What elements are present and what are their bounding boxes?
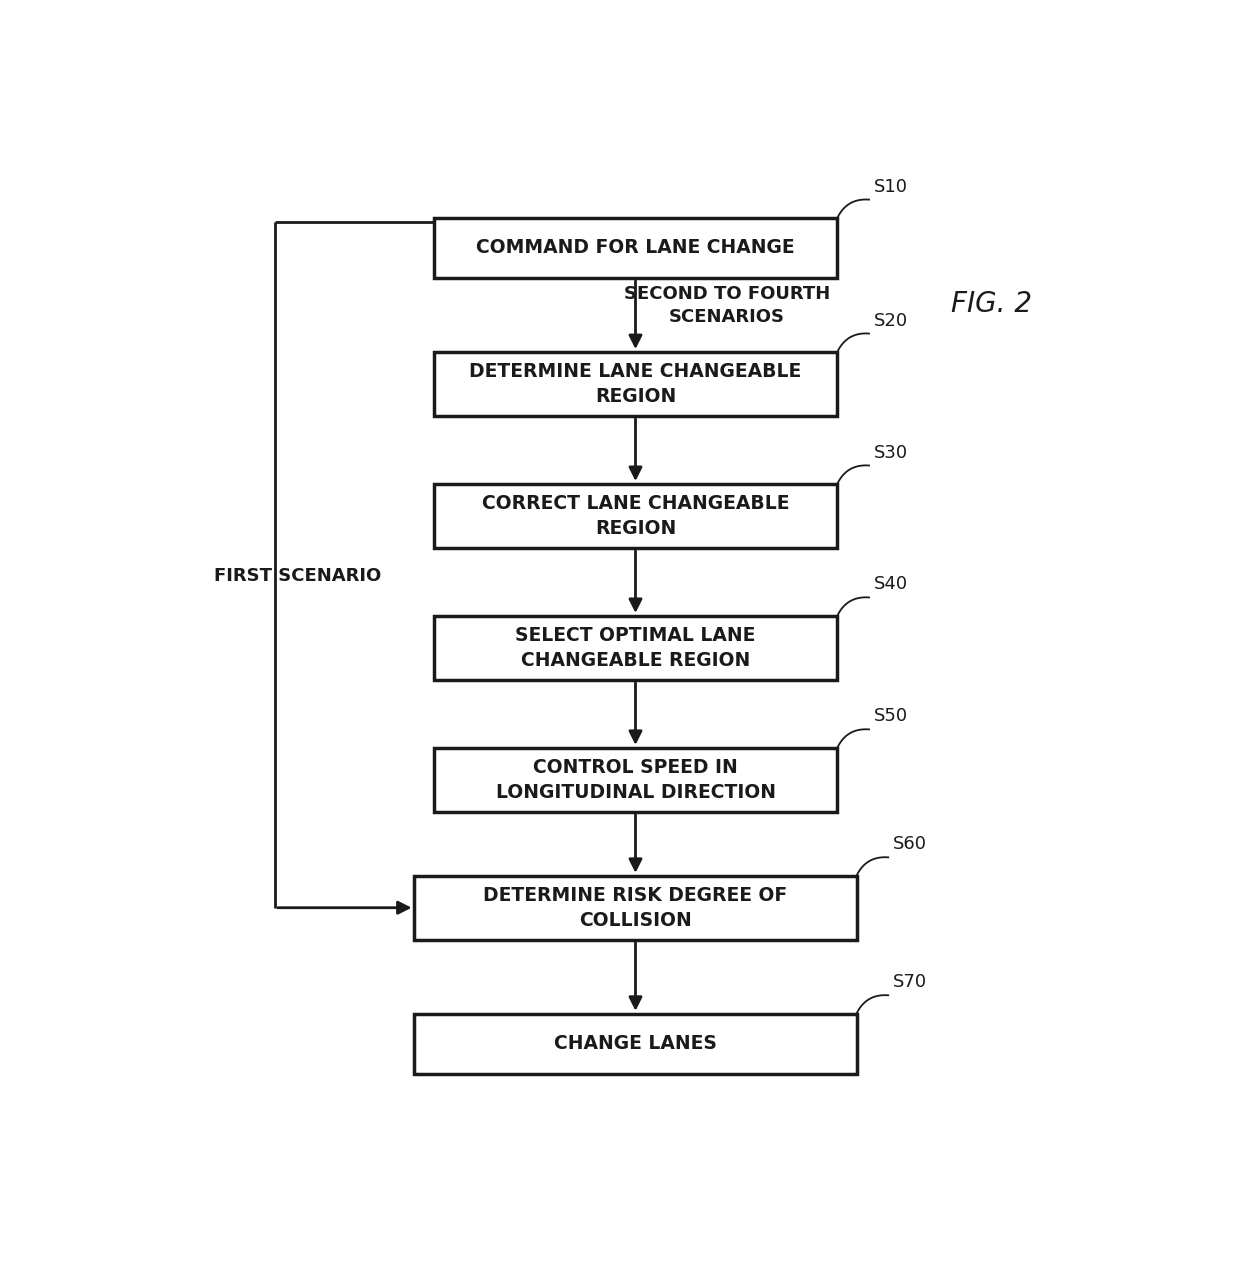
Text: S60: S60 — [893, 835, 928, 854]
Text: CHANGE LANES: CHANGE LANES — [554, 1034, 717, 1053]
Text: COMMAND FOR LANE CHANGE: COMMAND FOR LANE CHANGE — [476, 238, 795, 257]
Text: S70: S70 — [893, 973, 928, 991]
Text: S40: S40 — [874, 575, 908, 593]
Text: S30: S30 — [874, 443, 908, 461]
Text: SECOND TO FOURTH
SCENARIOS: SECOND TO FOURTH SCENARIOS — [624, 285, 830, 327]
Bar — [434, 352, 837, 416]
Bar — [414, 875, 857, 940]
Text: FIRST SCENARIO: FIRST SCENARIO — [213, 566, 381, 585]
Text: CORRECT LANE CHANGEABLE
REGION: CORRECT LANE CHANGEABLE REGION — [482, 494, 789, 538]
Text: FIG. 2: FIG. 2 — [951, 290, 1032, 318]
Text: S20: S20 — [874, 312, 908, 329]
Bar — [434, 484, 837, 547]
Text: DETERMINE RISK DEGREE OF
COLLISION: DETERMINE RISK DEGREE OF COLLISION — [484, 886, 787, 930]
Bar — [434, 218, 837, 277]
Text: SELECT OPTIMAL LANE
CHANGEABLE REGION: SELECT OPTIMAL LANE CHANGEABLE REGION — [516, 626, 755, 670]
Text: CONTROL SPEED IN
LONGITUDINAL DIRECTION: CONTROL SPEED IN LONGITUDINAL DIRECTION — [496, 758, 775, 802]
Text: S50: S50 — [874, 707, 908, 726]
Bar — [414, 1014, 857, 1073]
Bar — [434, 616, 837, 680]
Bar — [434, 748, 837, 812]
Text: S10: S10 — [874, 177, 908, 195]
Text: DETERMINE LANE CHANGEABLE
REGION: DETERMINE LANE CHANGEABLE REGION — [470, 362, 801, 405]
